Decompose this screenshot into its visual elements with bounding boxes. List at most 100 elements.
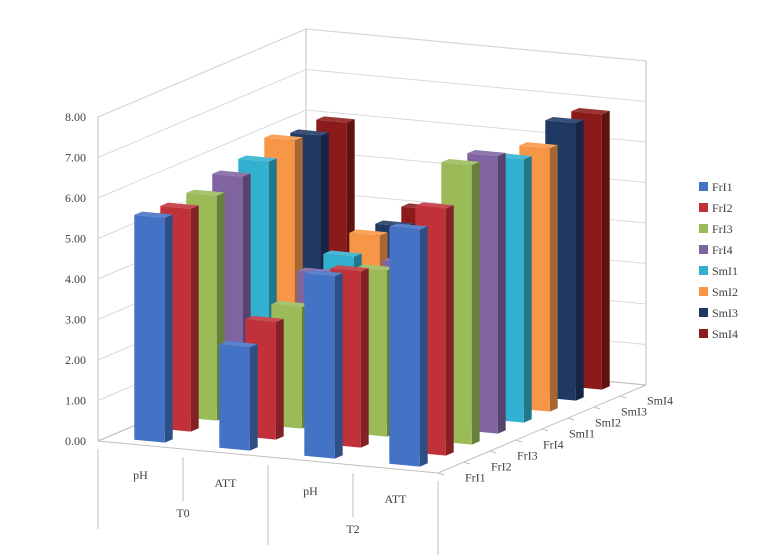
bar-side [249,344,258,451]
legend-label: SmI3 [712,306,738,320]
bar-top [330,265,369,272]
legend-label: FrI3 [712,222,733,236]
depth-tick [463,461,471,465]
bar-top [356,264,395,271]
y-tick-label: 2.00 [65,353,86,367]
bar-top [389,223,428,230]
legend-label: FrI1 [712,180,733,194]
bar-side [549,145,558,412]
bars [134,108,610,467]
bar-top [238,155,277,162]
bar-top [545,116,584,124]
y-tick-label: 8.00 [65,110,86,124]
x-group-label: T0 [176,506,189,520]
bar-top [186,189,225,196]
depth-label: FrI3 [517,449,538,463]
bar-side [471,161,480,445]
legend: FrI1 FrI2 FrI3 FrI4 SmI1 SmI2 SmI3 SmI4 [699,180,738,341]
bar-side [575,119,584,401]
bar-top [519,142,558,149]
legend-item-FrI4: FrI4 [699,243,733,257]
bar-FrI1-1 [219,341,258,451]
bar-top [316,116,355,123]
bar-top [441,158,480,166]
legend-label: SmI1 [712,264,738,278]
depth-label: FrI1 [465,471,486,485]
legend-label: SmI2 [712,285,738,299]
bar-top [349,229,388,236]
bar-side [164,214,173,443]
bar-side [419,226,428,467]
bar-front [304,273,335,459]
gridline [97,109,647,199]
depth-tick [515,439,523,443]
bar-side [275,318,284,440]
legend-swatch [699,287,708,296]
y-axis-ticks: 0.00 1.00 2.00 3.00 4.00 5.00 6.00 7.00 8.00 [65,110,86,448]
depth-label: SmI2 [595,416,621,430]
bar-front [219,344,250,451]
x-category-label: ATT [215,476,238,490]
bar-side [601,110,610,390]
legend-item-FrI2: FrI2 [699,201,733,215]
legend-swatch [699,308,708,317]
depth-label: SmI3 [621,405,647,419]
legend-item-SmI3: SmI3 [699,306,738,320]
legend-swatch [699,266,708,275]
bar-top [571,108,610,115]
x-group-label: T2 [346,522,359,536]
bar-FrI1-0 [134,211,173,443]
depth-tick [593,406,601,410]
bar-side [445,205,454,456]
bar-side [360,268,369,448]
depth-tick [437,472,445,476]
y-tick-label: 5.00 [65,232,86,246]
depth-label: SmI1 [569,427,595,441]
depth-label: SmI4 [647,394,673,408]
y-tick-label: 1.00 [65,394,86,408]
legend-label: FrI2 [712,201,733,215]
depth-label: FrI2 [491,460,512,474]
x-category-label: pH [133,468,148,482]
bar-side [523,156,532,423]
bar-top [304,270,343,277]
legend-item-SmI1: SmI1 [699,264,738,278]
bar-FrI1-2 [304,270,343,459]
legend-swatch [699,329,708,338]
bar-top [212,170,251,177]
gridline [97,68,647,158]
depth-tick [489,450,497,454]
x-category-label: ATT [385,492,408,506]
gridline [97,28,647,118]
x-axis: pH ATT pH ATT T0 T2 [97,449,439,555]
bar-top [245,315,284,323]
y-tick-label: 7.00 [65,151,86,165]
bar-top [264,134,303,141]
depth-tick [541,428,549,432]
bar-side [497,152,506,434]
bar-top [415,202,454,209]
legend-item-FrI3: FrI3 [699,222,733,236]
legend-swatch [699,182,708,191]
legend-item-SmI2: SmI2 [699,285,738,299]
depth-label: FrI4 [543,438,564,452]
y-tick-label: 0.00 [65,434,86,448]
y-tick-label: 6.00 [65,191,86,205]
bar-top [323,250,362,257]
legend-item-FrI1: FrI1 [699,180,733,194]
bar-top [160,202,199,209]
bar-top [134,211,173,218]
bar-front [134,214,165,443]
legend-swatch [699,224,708,233]
bar-front [389,226,420,467]
depth-tick [567,417,575,421]
bar-top [271,300,310,308]
y-tick-label: 4.00 [65,272,86,286]
bar-FrI1-3 [389,223,428,467]
legend-label: FrI4 [712,243,733,257]
legend-swatch [699,203,708,212]
bar-side [190,205,199,432]
depth-tick [619,395,627,399]
